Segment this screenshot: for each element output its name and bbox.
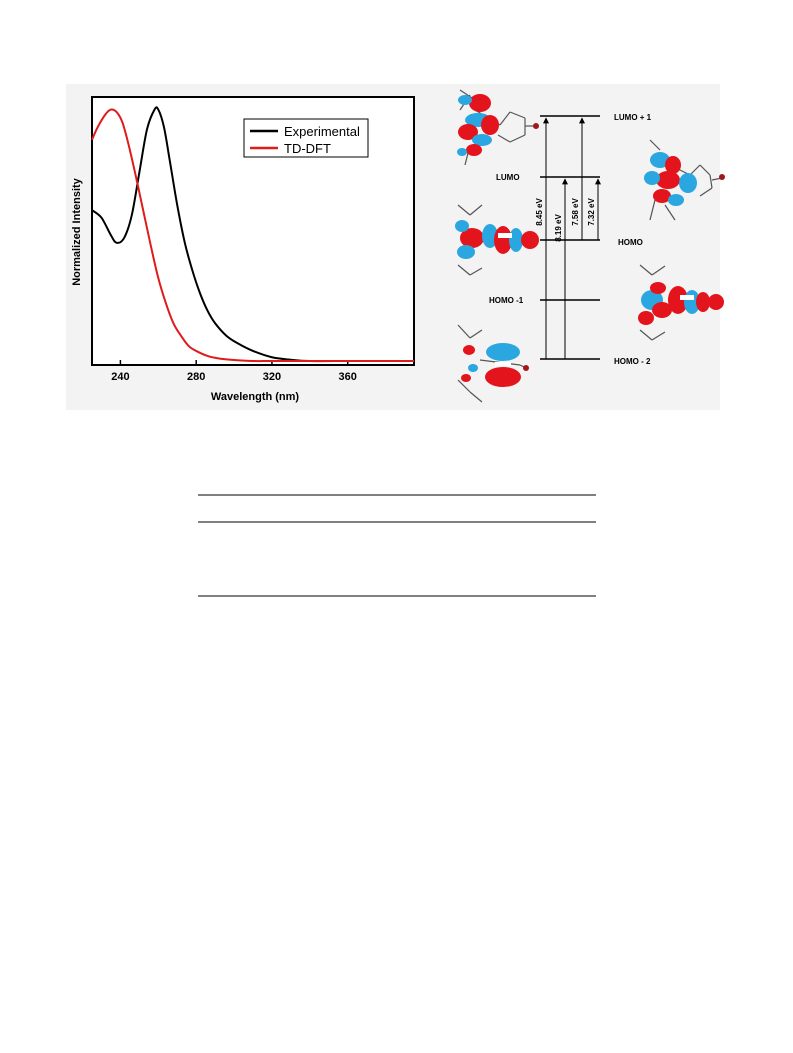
legend-box [243, 118, 369, 158]
orbital-image-lumo-plus-1 [457, 89, 539, 166]
x-tick-label: 360 [339, 371, 357, 383]
orbital-image-homo [455, 204, 539, 276]
transition-label-1: 8.45 eV [535, 198, 544, 226]
orbital-image-homo-minus-2 [457, 324, 529, 403]
x-tick-label: 240 [111, 371, 129, 383]
x-tick-label: 320 [263, 371, 281, 383]
transition-label-2: 8.19 eV [554, 214, 563, 242]
energy-level-diagram: LUMO + 1 LUMO HOMO HOMO -1 HOMO - 2 8.45… [489, 113, 652, 366]
spectrum-chart: 240 280 320 360 Wavelength (nm) Normalized … [71, 96, 415, 403]
transition-label-3: 7.58 eV [571, 198, 580, 226]
transition-label-4: 7.32 eV [587, 198, 596, 226]
level-label-homo-minus-1: HOMO -1 [489, 296, 524, 305]
legend: Experimental TD-DFT [243, 118, 369, 158]
level-label-homo: HOMO [618, 238, 643, 247]
level-label-lumo: LUMO [496, 173, 520, 182]
legend-label-tddft: TD-DFT [284, 141, 331, 156]
x-axis-label: Wavelength (nm) [211, 391, 300, 403]
orbital-image-homo-minus-1 [638, 264, 724, 341]
figure-uv-vis-and-orbital-diagram: 240 280 320 360 Wavelength (nm) Normalized … [66, 84, 725, 410]
series-line-td-dft [91, 108, 414, 363]
level-label-homo-minus-2: HOMO - 2 [614, 357, 651, 366]
legend-label-experimental: Experimental [284, 124, 360, 139]
y-axis-label: Normalized Intensity [71, 177, 83, 285]
x-tick-label: 280 [187, 371, 205, 383]
series-lines [91, 106, 414, 363]
x-axis-ticks: 240 280 320 360 [111, 360, 357, 383]
series-line-experimental [91, 106, 414, 363]
level-label-lumo-plus-1: LUMO + 1 [614, 113, 652, 122]
orbital-image-lumo [644, 139, 725, 221]
